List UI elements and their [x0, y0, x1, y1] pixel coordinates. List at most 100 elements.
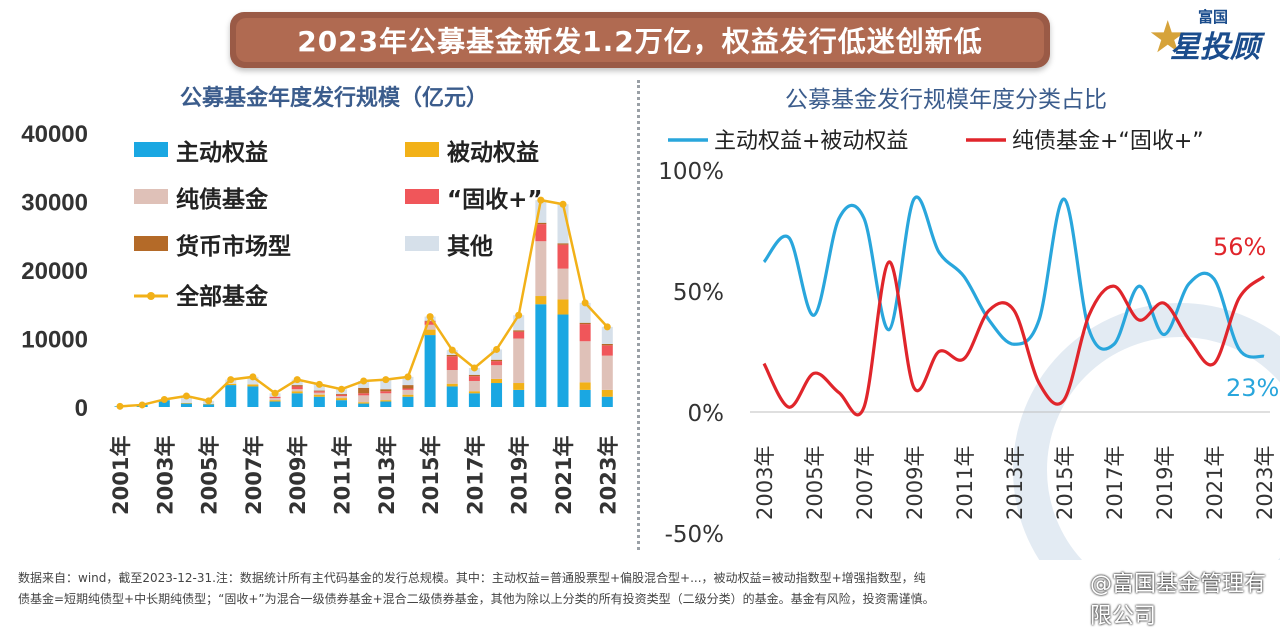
chart-divider: [637, 80, 640, 550]
y-tick-label: 0: [75, 395, 88, 422]
right-chart-title: 公募基金发行规模年度分类占比: [785, 87, 1107, 113]
bar-segment-fixed_plus: [513, 331, 525, 339]
bar-segment-passive_equity: [291, 391, 303, 394]
bar-segment-passive_equity: [269, 400, 281, 402]
bar-segment-pure_bond: [358, 395, 370, 403]
x-tick-label: 2017年: [1103, 446, 1127, 520]
legend-marker-total: [147, 292, 155, 300]
bar-segment-fixed_plus: [380, 391, 392, 394]
bar-segment-fixed_plus: [269, 396, 281, 399]
bar-segment-pure_bond: [446, 370, 458, 384]
total-point: [271, 389, 279, 397]
annotation-equity-end: 23%: [1226, 374, 1279, 402]
total-point: [338, 385, 345, 393]
y-tick-label: 40000: [21, 121, 88, 148]
total-point: [138, 401, 146, 409]
bar-segment-active_equity: [247, 386, 259, 407]
x-tick-label: 2007年: [853, 446, 877, 520]
bar-segment-fixed_plus: [468, 376, 480, 381]
x-tick-label: 2007年: [242, 436, 266, 515]
bar-segment-active_equity: [203, 404, 215, 407]
footnote-line-1: 数据来自：wind，截至2023-12-31.注：数据统计所有主代码基金的发行总…: [18, 571, 926, 585]
bar-segment-pure_bond: [291, 389, 303, 392]
legend-swatch-other: [405, 236, 439, 251]
bar-segment-active_equity: [358, 403, 370, 407]
bar-segment-fixed_plus: [402, 388, 414, 390]
bar-segment-active_equity: [513, 389, 525, 407]
bar-segment-passive_equity: [491, 378, 503, 384]
bar-segment-passive_equity: [402, 394, 414, 397]
legend-label-fixed_plus: “固收+”: [447, 186, 543, 213]
bar-segment-other: [380, 379, 392, 390]
legend-label-active_equity: 主动权益: [176, 139, 268, 166]
bar-segment-passive_equity: [336, 398, 347, 401]
bar-segment-pure_bond: [380, 393, 392, 401]
bar-segment-money_market: [358, 387, 370, 394]
watermark: @富国基金管理有限公司: [1090, 572, 1267, 629]
bar-segment-pure_bond: [535, 241, 547, 297]
bar-segment-money_market: [535, 222, 547, 225]
bar-segment-passive_equity: [225, 383, 237, 386]
left-chart-title: 公募基金年度发行规模（亿元）: [180, 86, 489, 111]
y-tick-label: 20000: [21, 258, 88, 285]
bar-segment-money_market: [313, 390, 325, 392]
bar-segment-fixed_plus: [601, 345, 613, 356]
bar-segment-fixed_plus: [313, 391, 325, 393]
total-point: [160, 395, 168, 403]
bar-segment-pure_bond: [269, 398, 281, 401]
title-banner-inner: 2023年公募基金新发1.2万亿，权益发行低迷创新低: [236, 18, 1044, 62]
bar-segment-passive_equity: [424, 329, 436, 336]
series-line-line_equity: [762, 195, 1265, 359]
legend-label-line_bond: 纯债基金+“固收+”: [1012, 129, 1204, 154]
line-chart-category-share: -50% 0% 50% 100% 2003年 2005年 2007年 2009年 2011年 20…: [658, 129, 1280, 560]
bar-segment-passive_equity: [513, 383, 525, 390]
bar-segment-pure_bond: [513, 338, 525, 384]
total-point: [581, 299, 589, 307]
x-tick-label: 2011年: [953, 446, 977, 520]
total-point: [559, 200, 567, 208]
bar-segment-pure_bond: [557, 268, 569, 300]
total-point: [404, 373, 412, 381]
bar-segment-active_equity: [313, 396, 325, 407]
x-tick-label: 2005年: [198, 436, 222, 515]
bar-segment-active_equity: [269, 401, 281, 407]
bar-segment-other: [491, 349, 503, 360]
bar-segment-other: [579, 302, 591, 323]
bar-segment-passive_equity: [446, 383, 458, 387]
bar-segment-money_market: [513, 330, 525, 332]
logo-small-text: 富国: [1198, 8, 1229, 26]
x-tick-label: 2017年: [463, 436, 487, 515]
bar-segment-other: [601, 326, 613, 344]
total-point: [493, 345, 501, 353]
bar-segment-passive_equity: [313, 394, 325, 397]
bar-segment-pure_bond: [336, 396, 347, 399]
bar-segment-passive_equity: [180, 402, 192, 404]
bar-segment-active_equity: [579, 389, 591, 407]
bar-segment-money_market: [468, 374, 480, 377]
bar-segment-fixed_plus: [424, 321, 436, 325]
bar-segment-pure_bond: [313, 392, 325, 395]
bar-segment-other: [247, 376, 259, 385]
bar-segment-other: [535, 200, 547, 223]
bar-segment-active_equity: [446, 386, 458, 407]
bar-segment-passive_equity: [557, 299, 569, 315]
total-point: [205, 397, 213, 405]
bar-segment-money_market: [336, 393, 347, 395]
bar-segment-pure_bond: [579, 341, 591, 383]
total-point: [515, 311, 523, 319]
x-tick-label: 2023年: [1253, 446, 1277, 520]
x-tick-label: 2023年: [596, 436, 620, 515]
total-point: [382, 376, 390, 384]
bar-segment-pure_bond: [402, 389, 414, 395]
y-tick-label: 0%: [688, 401, 725, 427]
bar-segment-fixed_plus: [491, 361, 503, 366]
legend-swatch-fixed_plus: [405, 189, 439, 204]
bar-segment-passive_equity: [247, 384, 259, 387]
brand-logo: ★ 富国 星投顾: [1148, 6, 1273, 66]
y-tick-label: -50%: [665, 522, 724, 548]
bar-segment-active_equity: [402, 396, 414, 407]
y-tick-label: 30000: [21, 190, 88, 217]
x-tick-label: 2019年: [508, 436, 532, 515]
x-tick-label: 2019年: [1153, 446, 1177, 520]
bar-segment-passive_equity: [535, 296, 547, 305]
